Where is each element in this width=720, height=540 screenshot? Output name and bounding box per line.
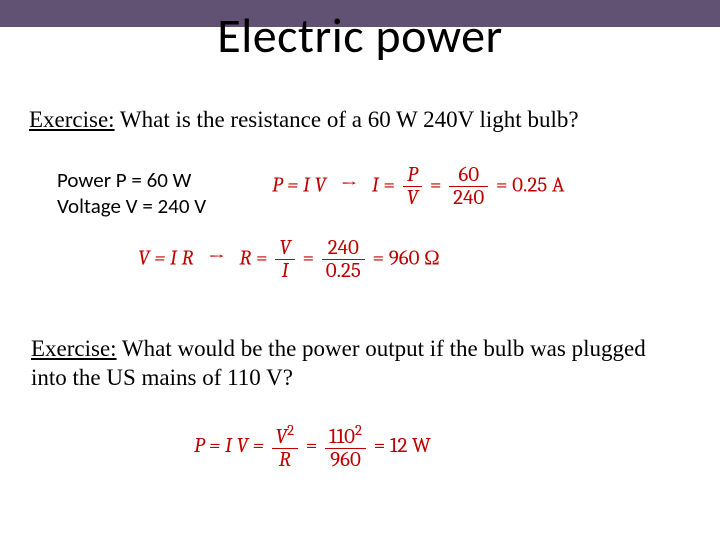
equation-1: P = I V → I = PV = 60240 = 0.25 A: [272, 164, 564, 209]
exercise-1-label: Exercise:: [29, 107, 115, 132]
eq3-result: 12 W: [390, 434, 431, 458]
eq2-frac2: 2400.25: [322, 237, 365, 282]
exercise-1-given: Power P = 60 W Voltage V = 240 V: [57, 167, 206, 220]
exercise-1-text: What is the resistance of a 60 W 240V li…: [115, 107, 579, 132]
eq3-frac1: V2R: [272, 423, 299, 471]
exercise-2-question: Exercise: What would be the power output…: [31, 334, 681, 393]
exercise-1-question: Exercise: What is the resistance of a 60…: [29, 107, 579, 133]
eq1-result: 0.25 A: [512, 173, 564, 197]
arrow-icon: →: [208, 246, 224, 270]
given-power: Power P = 60 W: [57, 167, 191, 193]
equation-2: V = I R → R = VI = 2400.25 = 960 Ω: [138, 237, 440, 282]
arrow-icon: →: [341, 173, 357, 197]
eq2-lhs: V = I R: [138, 246, 194, 270]
eq3-frac2: 1102960: [325, 423, 366, 471]
exercise-2-label: Exercise:: [31, 336, 117, 361]
eq2-frac1: VI: [275, 237, 295, 282]
equation-3: P = I V = V2R = 1102960 = 12 W: [194, 423, 431, 471]
given-voltage: Voltage V = 240 V: [57, 193, 206, 219]
eq1-frac1: PV: [403, 164, 423, 209]
page-title: Electric power: [0, 6, 720, 65]
eq3-lhs: P = I V =: [194, 434, 264, 458]
eq2-result: 960 Ω: [389, 246, 440, 270]
eq1-frac2: 60240: [449, 164, 488, 209]
exercise-2-text: What would be the power output if the bu…: [31, 336, 646, 390]
eq1-lhs: P = I V: [272, 173, 326, 197]
